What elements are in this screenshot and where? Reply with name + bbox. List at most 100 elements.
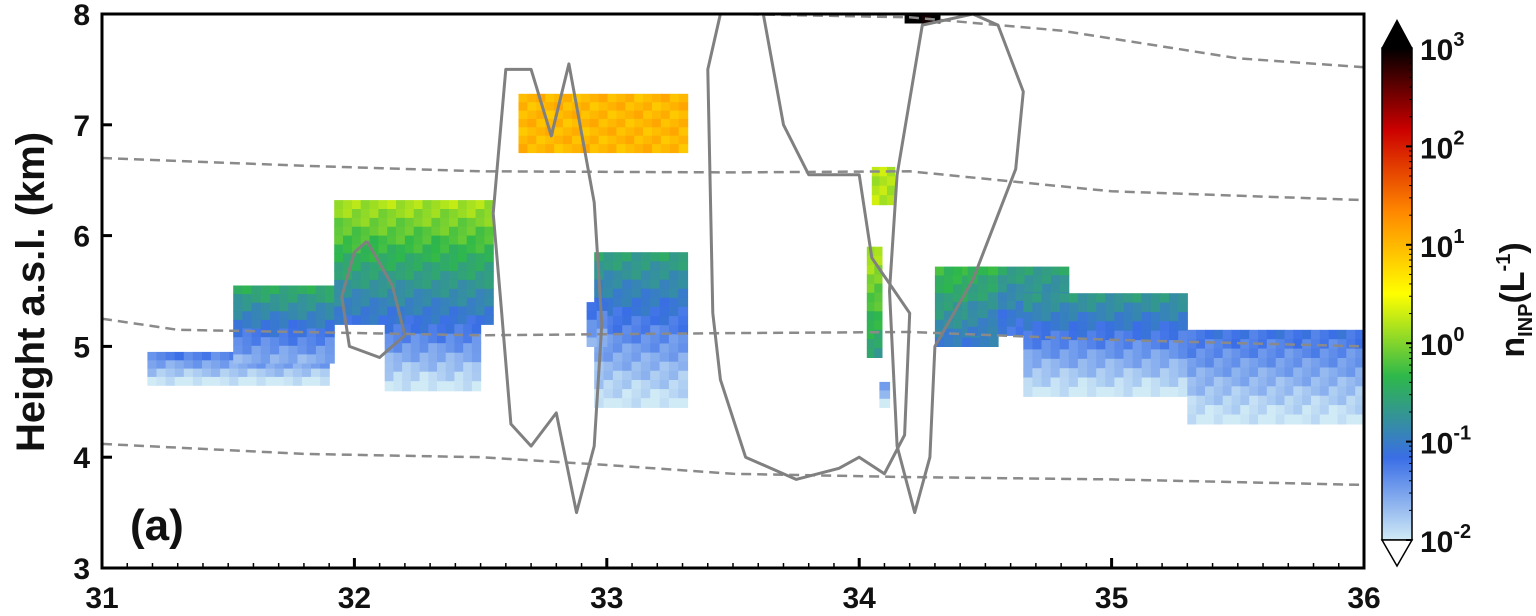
inp-cell xyxy=(866,292,875,303)
inp-cell xyxy=(977,266,989,276)
inp-cell xyxy=(471,371,482,382)
inp-cell xyxy=(659,270,670,281)
inp-cell xyxy=(422,235,432,246)
inp-cell xyxy=(428,381,438,392)
inp-cell xyxy=(351,253,362,263)
inp-cell xyxy=(457,279,468,290)
inp-cell xyxy=(1355,386,1364,397)
inp-cell xyxy=(1050,340,1061,351)
inp-cell xyxy=(1059,358,1070,369)
inp-cell xyxy=(650,297,661,308)
inp-cell xyxy=(288,319,299,330)
inp-cell xyxy=(536,127,546,137)
inp-cell xyxy=(1249,386,1259,397)
inp-cell xyxy=(475,262,485,272)
inp-cell xyxy=(279,328,289,338)
inp-cell xyxy=(192,351,203,361)
inp-cell xyxy=(437,343,447,354)
inp-cell xyxy=(428,343,438,354)
inp-cell xyxy=(987,283,999,293)
inp-cell xyxy=(229,368,239,378)
inp-cell xyxy=(1196,329,1206,340)
inp-cell xyxy=(1050,377,1061,388)
inp-cell xyxy=(545,102,555,112)
inp-cell xyxy=(603,352,614,363)
inp-cell xyxy=(251,311,262,321)
inp-cell xyxy=(1023,368,1033,379)
inp-cell xyxy=(183,360,194,370)
inp-cell xyxy=(1275,414,1286,425)
inp-cell xyxy=(678,110,689,120)
inp-cell xyxy=(659,279,670,290)
inp-cell xyxy=(431,253,441,263)
inp-cell xyxy=(431,209,441,219)
inp-cell xyxy=(879,185,888,196)
inp-cell xyxy=(967,301,979,311)
inp-cell xyxy=(563,135,573,145)
inp-cell xyxy=(437,381,447,392)
inp-cell xyxy=(306,294,317,304)
inp-cell xyxy=(156,351,167,361)
inp-cell xyxy=(1096,386,1106,397)
inp-cell xyxy=(315,319,326,330)
inp-cell xyxy=(1132,349,1143,360)
inp-cell xyxy=(251,337,262,347)
inp-cell xyxy=(952,266,963,277)
inp-cell xyxy=(422,244,432,254)
inp-cell xyxy=(612,389,623,399)
inp-cell xyxy=(934,319,945,330)
inp-region xyxy=(384,324,482,392)
inp-cell xyxy=(402,352,412,363)
inp-cell xyxy=(1328,386,1339,397)
inp-cell xyxy=(1213,405,1224,416)
inp-cell xyxy=(1032,349,1043,360)
inp-cell xyxy=(404,297,415,308)
inp-cell xyxy=(440,306,450,316)
inp-cell xyxy=(659,261,670,271)
inp-cell xyxy=(607,144,617,154)
isotherm-line xyxy=(102,156,1364,202)
inp-cell xyxy=(518,118,528,128)
inp-cell xyxy=(1041,358,1052,369)
inp-cell xyxy=(1077,358,1088,369)
inp-cell xyxy=(1337,329,1347,340)
inp-cell xyxy=(622,279,633,290)
inp-cell xyxy=(634,93,644,103)
inp-cell xyxy=(1311,348,1321,359)
inp-cell xyxy=(660,118,671,128)
inp-cell xyxy=(183,368,194,378)
inp-cell xyxy=(536,110,546,120)
inp-cell xyxy=(659,252,670,262)
inp-cell xyxy=(1266,367,1277,378)
inp-cell xyxy=(292,360,303,370)
inp-cell xyxy=(650,316,661,326)
inp-cell xyxy=(1032,386,1043,397)
inp-cell xyxy=(360,235,371,246)
inp-cell xyxy=(1187,414,1197,425)
inp-cell xyxy=(445,352,455,363)
inp-cell xyxy=(404,306,415,316)
inp-cell xyxy=(607,135,617,145)
inp-cell xyxy=(274,376,285,386)
inp-cell xyxy=(396,297,406,308)
inp-cell xyxy=(156,368,167,378)
inp-cell xyxy=(1169,358,1179,369)
inp-cell xyxy=(484,271,494,281)
inp-cell xyxy=(1105,293,1115,304)
inp-cell xyxy=(1213,376,1224,387)
inp-cell xyxy=(625,93,635,103)
inp-cell xyxy=(410,352,421,363)
inp-cell xyxy=(466,226,477,237)
inp-cell xyxy=(1023,330,1033,341)
inp-cell xyxy=(256,368,267,378)
inp-cell xyxy=(457,288,468,299)
inp-cell xyxy=(1337,386,1347,397)
inp-cell xyxy=(351,226,362,237)
inp-cell xyxy=(866,339,875,349)
inp-cell xyxy=(1249,376,1259,387)
inp-cell xyxy=(631,370,642,381)
inp-cell xyxy=(650,325,661,335)
inp-cell xyxy=(669,144,680,154)
inp-cell xyxy=(1059,349,1070,360)
inp-cell xyxy=(643,102,653,112)
